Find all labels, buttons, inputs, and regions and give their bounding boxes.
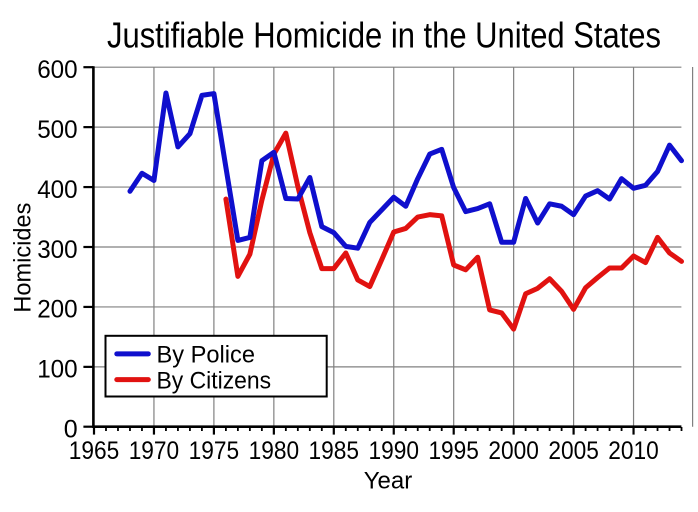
svg-text:200: 200 [37, 296, 77, 324]
svg-text:2005: 2005 [548, 437, 599, 465]
svg-text:Year: Year [364, 467, 413, 494]
svg-text:By Citizens: By Citizens [157, 367, 272, 394]
svg-text:1970: 1970 [129, 437, 180, 465]
svg-text:By Police: By Police [157, 342, 256, 369]
svg-text:1980: 1980 [249, 437, 300, 465]
svg-text:600: 600 [37, 56, 77, 84]
svg-text:2010: 2010 [608, 437, 659, 465]
svg-text:300: 300 [37, 236, 77, 264]
svg-text:1975: 1975 [189, 437, 240, 465]
svg-text:Homicides: Homicides [10, 203, 37, 313]
svg-text:1995: 1995 [428, 437, 479, 465]
svg-text:Justifiable Homicide in the Un: Justifiable Homicide in the United State… [107, 14, 661, 55]
svg-text:0: 0 [64, 416, 78, 444]
svg-text:1990: 1990 [369, 437, 420, 465]
svg-text:400: 400 [37, 176, 77, 204]
svg-text:100: 100 [37, 356, 77, 384]
svg-text:1985: 1985 [309, 437, 360, 465]
svg-text:2000: 2000 [488, 437, 539, 465]
svg-text:500: 500 [37, 116, 77, 144]
svg-text:1965: 1965 [69, 437, 120, 465]
